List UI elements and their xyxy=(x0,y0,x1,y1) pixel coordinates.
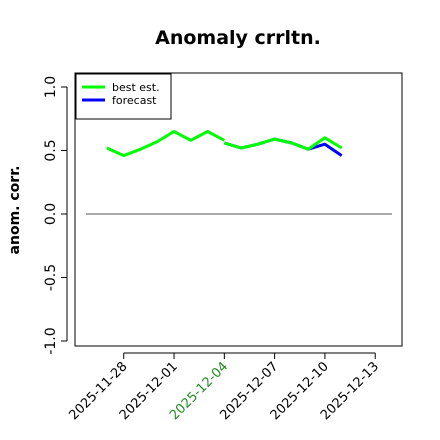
x-axis: 2025-11-282025-12-012025-12-042025-12-07… xyxy=(67,352,382,423)
y-axis: -1.0 -0.5 0.0 0.5 1.0 xyxy=(43,76,68,355)
y-tick-label: 0.0 xyxy=(43,203,59,225)
legend: best est.forecast xyxy=(75,73,172,120)
plot-area-frame xyxy=(74,72,403,347)
series-layer xyxy=(106,130,343,158)
legend-label: best est. xyxy=(112,81,160,94)
y-tick-label: -0.5 xyxy=(43,264,59,291)
chart-title: Anomaly crrltn. xyxy=(155,27,321,49)
y-axis-label: anom. corr. xyxy=(7,166,23,255)
y-tick-label: 0.5 xyxy=(43,139,59,161)
unnamed-series-line xyxy=(223,136,343,151)
best-est-series-line xyxy=(106,130,225,158)
y-tick-label: 1.0 xyxy=(43,76,59,98)
y-tick-label: -1.0 xyxy=(43,327,59,354)
legend-label: forecast xyxy=(112,94,157,107)
legend-box xyxy=(75,73,172,120)
